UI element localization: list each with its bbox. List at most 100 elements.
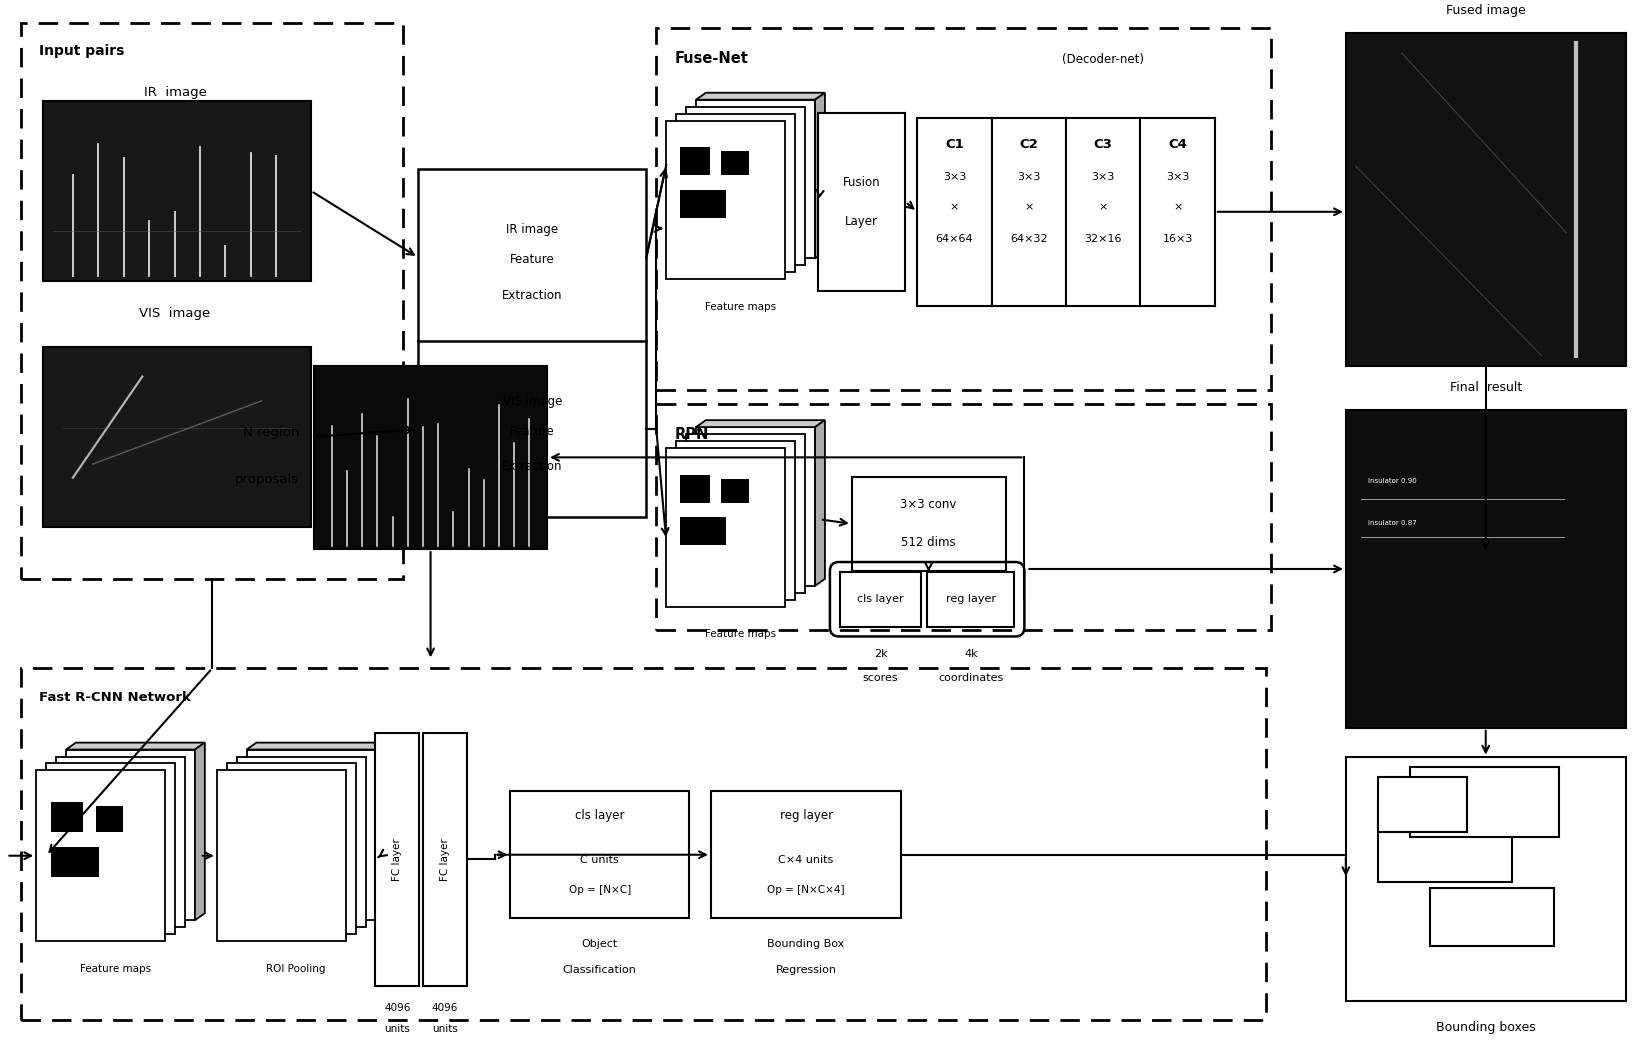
Text: VIS image: VIS image	[503, 395, 561, 408]
Text: Bounding Box: Bounding Box	[768, 939, 845, 949]
Text: C×4 units: C×4 units	[779, 855, 833, 865]
Text: 3×3: 3×3	[1092, 172, 1115, 182]
Text: Extraction: Extraction	[503, 288, 563, 302]
Bar	[666, 447, 786, 607]
Polygon shape	[375, 743, 385, 920]
Bar	[1066, 117, 1141, 306]
Bar	[51, 802, 83, 832]
Bar	[226, 763, 355, 934]
Bar	[1346, 410, 1626, 727]
Text: scores: scores	[863, 673, 899, 683]
Text: 512 dims: 512 dims	[902, 537, 956, 549]
Bar	[1346, 34, 1626, 366]
Bar	[21, 669, 1267, 1021]
Bar	[720, 479, 748, 502]
Bar	[1141, 117, 1215, 306]
Bar	[1378, 802, 1511, 881]
Text: C2: C2	[1020, 138, 1038, 151]
Text: Op = [N×C×4]: Op = [N×C×4]	[768, 886, 845, 895]
Bar	[56, 757, 185, 927]
Bar	[422, 733, 467, 986]
Bar	[720, 151, 748, 175]
Text: 4096: 4096	[385, 1003, 411, 1012]
Bar	[696, 100, 815, 259]
Text: Fuse-Net: Fuse-Net	[674, 50, 748, 66]
Bar	[676, 441, 796, 599]
Bar	[679, 475, 710, 502]
Bar	[1378, 778, 1467, 832]
Polygon shape	[815, 420, 825, 586]
Text: IR  image: IR image	[144, 86, 206, 100]
Text: ×: ×	[949, 202, 959, 212]
Bar	[375, 733, 419, 986]
Text: insulator 0.87: insulator 0.87	[1367, 520, 1416, 525]
Polygon shape	[696, 420, 825, 428]
Bar	[272, 801, 309, 824]
Bar	[656, 405, 1272, 631]
Text: FC layer: FC layer	[440, 837, 450, 880]
Bar	[21, 23, 403, 578]
Bar	[679, 190, 725, 218]
Bar	[247, 749, 375, 920]
Text: (Decoder-net): (Decoder-net)	[1062, 53, 1144, 66]
Bar	[992, 117, 1066, 306]
Bar	[927, 572, 1015, 627]
Text: 3×3: 3×3	[1017, 172, 1041, 182]
Bar	[417, 169, 647, 518]
Text: reg layer: reg layer	[779, 809, 833, 822]
Bar	[686, 107, 805, 265]
Bar	[1411, 767, 1558, 837]
Text: C1: C1	[945, 138, 964, 151]
Bar	[314, 366, 547, 549]
Bar	[43, 101, 311, 281]
Text: C units: C units	[581, 855, 619, 865]
Bar	[95, 806, 123, 832]
Text: insulator 0.90: insulator 0.90	[1367, 478, 1416, 484]
Text: 4k: 4k	[964, 650, 977, 659]
Bar	[224, 798, 267, 827]
Polygon shape	[815, 92, 825, 259]
Text: coordinates: coordinates	[938, 673, 1003, 683]
Polygon shape	[65, 743, 205, 749]
Text: N region: N region	[242, 427, 300, 439]
Text: Feature maps: Feature maps	[706, 630, 776, 639]
Text: Input pairs: Input pairs	[39, 44, 124, 58]
Bar	[818, 112, 905, 291]
Text: ×: ×	[1098, 202, 1108, 212]
Bar	[676, 113, 796, 272]
Text: IR image: IR image	[506, 223, 558, 236]
Bar	[679, 518, 725, 545]
Text: 32×16: 32×16	[1084, 234, 1121, 243]
Text: cls layer: cls layer	[575, 809, 624, 822]
Text: 64×64: 64×64	[936, 234, 974, 243]
Text: Layer: Layer	[845, 215, 877, 228]
Text: C4: C4	[1169, 138, 1187, 151]
Text: 16×3: 16×3	[1162, 234, 1193, 243]
Bar	[1431, 889, 1554, 946]
Text: Bounding boxes: Bounding boxes	[1436, 1021, 1536, 1034]
Bar	[46, 763, 175, 934]
Text: Regression: Regression	[776, 965, 837, 975]
Bar	[36, 770, 165, 941]
Text: 3×3 conv: 3×3 conv	[900, 499, 956, 511]
Text: Object: Object	[581, 939, 617, 949]
Bar	[710, 791, 902, 918]
Text: Feature maps: Feature maps	[80, 964, 151, 974]
Text: Fused image: Fused image	[1445, 4, 1526, 17]
Bar	[840, 572, 922, 627]
Bar	[237, 757, 365, 927]
Bar	[666, 121, 786, 279]
Text: ROI Pooling: ROI Pooling	[267, 964, 326, 974]
Text: 2k: 2k	[874, 650, 887, 659]
Bar	[216, 770, 345, 941]
Text: 64×32: 64×32	[1010, 234, 1048, 243]
Bar	[224, 839, 285, 870]
Bar	[656, 28, 1272, 391]
Bar	[224, 876, 296, 903]
Text: Feature: Feature	[509, 424, 555, 438]
Text: ×: ×	[1174, 202, 1182, 212]
Text: cls layer: cls layer	[858, 594, 904, 605]
Text: FC layer: FC layer	[393, 837, 403, 880]
Text: Op = [N×C]: Op = [N×C]	[568, 886, 630, 895]
Text: C3: C3	[1094, 138, 1113, 151]
